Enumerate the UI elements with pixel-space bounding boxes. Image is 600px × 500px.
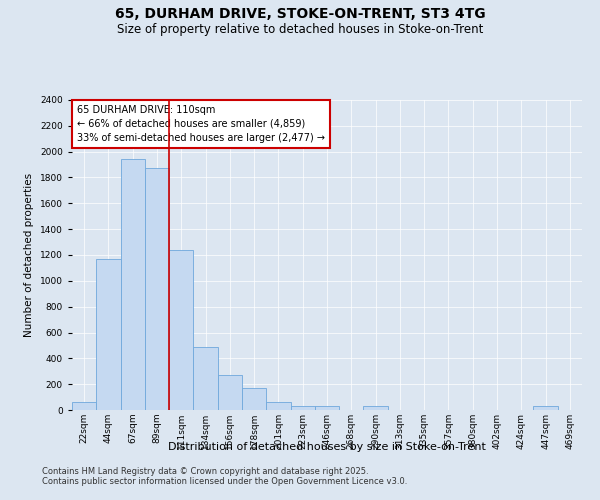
Text: Contains public sector information licensed under the Open Government Licence v3: Contains public sector information licen… [42, 477, 407, 486]
Y-axis label: Number of detached properties: Number of detached properties [25, 173, 34, 337]
Bar [242, 388, 266, 410]
Text: Distribution of detached houses by size in Stoke-on-Trent: Distribution of detached houses by size … [168, 442, 486, 452]
Bar [96, 259, 121, 410]
Text: Size of property relative to detached houses in Stoke-on-Trent: Size of property relative to detached ho… [117, 22, 483, 36]
Text: Contains HM Land Registry data © Crown copyright and database right 2025.: Contains HM Land Registry data © Crown c… [42, 467, 368, 476]
Bar [121, 160, 145, 410]
Text: 65 DURHAM DRIVE: 110sqm
← 66% of detached houses are smaller (4,859)
33% of semi: 65 DURHAM DRIVE: 110sqm ← 66% of detache… [77, 104, 325, 142]
Bar [533, 406, 558, 410]
Bar [315, 406, 339, 410]
Bar [145, 168, 169, 410]
Bar [169, 250, 193, 410]
Bar [266, 402, 290, 410]
Bar [364, 406, 388, 410]
Bar [72, 402, 96, 410]
Bar [290, 406, 315, 410]
Bar [218, 375, 242, 410]
Bar [193, 346, 218, 410]
Text: 65, DURHAM DRIVE, STOKE-ON-TRENT, ST3 4TG: 65, DURHAM DRIVE, STOKE-ON-TRENT, ST3 4T… [115, 8, 485, 22]
